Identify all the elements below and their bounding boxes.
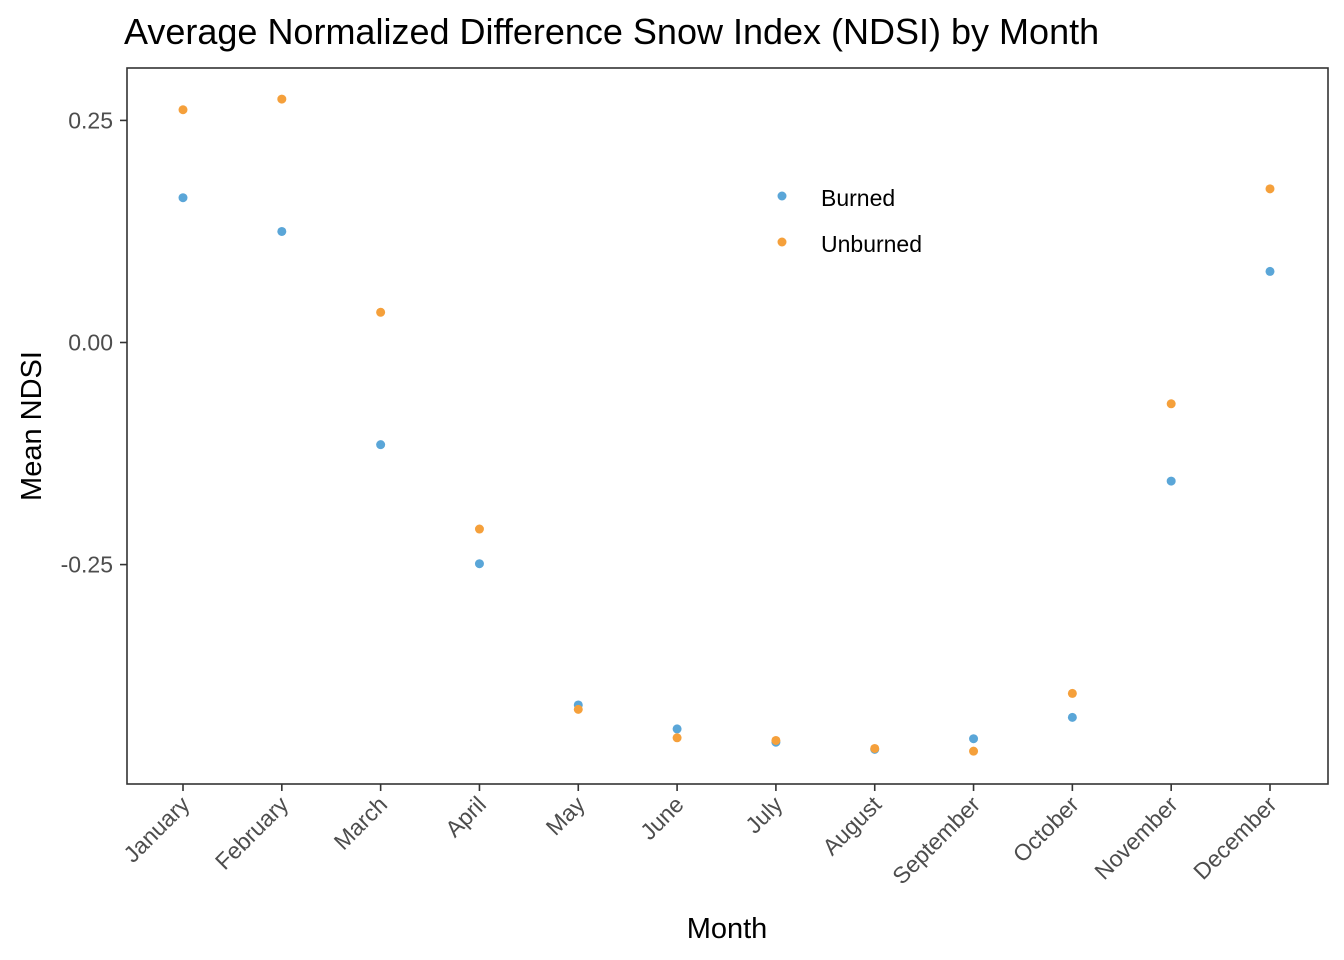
y-tick-label: -0.25 xyxy=(61,552,113,578)
point-unburned-may xyxy=(573,704,583,714)
x-tick-label: April xyxy=(440,791,491,842)
point-unburned-february xyxy=(277,94,287,104)
point-unburned-september xyxy=(969,746,979,756)
point-burned-november xyxy=(1166,476,1176,486)
x-tick-label: July xyxy=(740,791,788,839)
data-points xyxy=(178,94,1275,756)
point-burned-march xyxy=(376,440,386,450)
x-tick-label: September xyxy=(887,791,985,889)
chart-title: Average Normalized Difference Snow Index… xyxy=(124,11,1099,52)
point-burned-december xyxy=(1265,266,1275,276)
x-tick-label: February xyxy=(210,791,294,875)
point-burned-january xyxy=(178,193,188,203)
point-burned-february xyxy=(277,226,287,236)
x-tick-label: May xyxy=(541,791,590,840)
x-tick-label: August xyxy=(817,791,886,860)
legend-key-burned xyxy=(777,191,787,201)
point-burned-september xyxy=(969,734,979,744)
y-axis: 0.25 0.00 -0.25 xyxy=(61,107,127,578)
point-burned-october xyxy=(1067,712,1077,722)
x-axis: January February March April May June July Augu… xyxy=(118,784,1282,889)
x-tick-label: January xyxy=(118,791,195,868)
plot-panel xyxy=(126,67,1329,785)
legend-key-unburned xyxy=(777,237,787,247)
point-unburned-march xyxy=(376,307,386,317)
point-unburned-november xyxy=(1166,399,1176,409)
point-unburned-june xyxy=(672,733,682,743)
x-tick-label: June xyxy=(635,791,689,845)
legend-label-burned: Burned xyxy=(821,185,895,211)
point-unburned-april xyxy=(474,524,484,534)
y-tick-label: 0.00 xyxy=(68,329,113,355)
legend-label-unburned: Unburned xyxy=(821,231,922,257)
y-tick-label: 0.25 xyxy=(68,107,113,133)
x-tick-label: October xyxy=(1008,791,1084,867)
x-tick-label: November xyxy=(1089,791,1183,885)
point-unburned-january xyxy=(178,105,188,115)
point-unburned-july xyxy=(771,735,781,745)
point-burned-april xyxy=(474,559,484,569)
y-axis-title: Mean NDSI xyxy=(16,351,48,501)
x-tick-label: December xyxy=(1188,791,1282,885)
point-unburned-december xyxy=(1265,184,1275,194)
legend: Burned Unburned xyxy=(777,185,922,257)
x-axis-title: Month xyxy=(687,913,768,945)
point-unburned-october xyxy=(1067,688,1077,698)
point-unburned-august xyxy=(870,743,880,753)
point-burned-june xyxy=(672,724,682,734)
x-tick-label: March xyxy=(329,791,393,855)
